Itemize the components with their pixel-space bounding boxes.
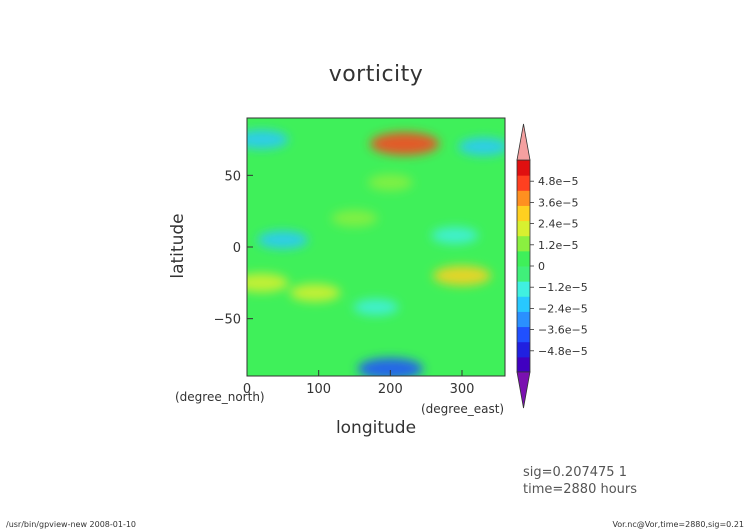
- colorbar-under-extension: [516, 371, 531, 409]
- vorticity-field: [247, 130, 505, 376]
- colorbar: 4.8e−5 3.6e−5 2.4e−5 1.2e−5 0 −1.2e−5 −2.4e−5 −…: [516, 123, 588, 409]
- colorbar-segment: [517, 266, 530, 282]
- colorbar-segment: [517, 250, 530, 267]
- colorbar-segment: [517, 326, 530, 343]
- vorticity-feature: [357, 357, 423, 376]
- sigma-info: sig=0.207475 1: [523, 465, 627, 480]
- colorbar-segment: [517, 190, 530, 206]
- colorbar-over-extension: [516, 123, 531, 161]
- y-axis-unit: (degree_north): [175, 390, 265, 404]
- colorbar-segment: [517, 311, 530, 328]
- y-tick-label: 0: [233, 241, 241, 256]
- colorbar-segment: [517, 220, 530, 237]
- colorbar-segment: [517, 356, 530, 373]
- vorticity-feature: [370, 132, 440, 156]
- x-tick-label: 300: [450, 382, 475, 397]
- colorbar-segment: [517, 205, 530, 222]
- vorticity-feature: [289, 283, 341, 302]
- plot-area: [247, 118, 505, 376]
- vorticity-feature: [257, 230, 309, 249]
- x-tick-label: 100: [306, 382, 331, 397]
- colorbar-tick-label: −4.8e−5: [538, 345, 588, 358]
- x-axis-unit: (degree_east): [421, 402, 505, 416]
- vorticity-feature: [247, 130, 289, 149]
- colorbar-tick-label: 3.6e−5: [538, 196, 578, 209]
- colorbar-segment: [517, 160, 530, 176]
- vorticity-feature: [247, 273, 289, 293]
- colorbar-tick-label: 0: [538, 260, 545, 273]
- vorticity-feature: [367, 174, 413, 191]
- footer-right: Vor.nc@Vor,time=2880,sig=0.21: [612, 520, 744, 529]
- footer-left: /usr/bin/gpview-new 2008-01-10: [6, 520, 137, 529]
- axes: 0 100 200 300 50 0 −50: [214, 169, 475, 397]
- colorbar-tick-label: 4.8e−5: [538, 175, 578, 188]
- colorbar-tick-label: −2.4e−5: [538, 302, 588, 315]
- colorbar-segment: [517, 281, 530, 297]
- chart-title: vorticity: [328, 62, 424, 87]
- x-axis-label: longitude: [335, 418, 417, 438]
- colorbar-segment: [517, 296, 530, 312]
- colorbar-segment: [517, 175, 530, 191]
- vorticity-feature: [353, 299, 399, 316]
- colorbar-segment: [517, 235, 530, 252]
- y-tick-label: 50: [224, 169, 241, 184]
- colorbar-tick-label: 2.4e−5: [538, 218, 578, 231]
- colorbar-tick-label: −3.6e−5: [538, 324, 588, 337]
- vorticity-feature: [331, 209, 378, 227]
- colorbar-tick-label: 1.2e−5: [538, 239, 578, 252]
- y-axis-label: latitude: [168, 213, 188, 279]
- x-tick-label: 0: [243, 382, 251, 397]
- x-tick-label: 200: [378, 382, 403, 397]
- y-tick-label: −50: [214, 313, 241, 328]
- vorticity-feature: [433, 265, 491, 286]
- vorticity-feature: [458, 137, 505, 156]
- colorbar-segment: [517, 341, 530, 358]
- vorticity-feature: [431, 227, 479, 245]
- time-info: time=2880 hours: [523, 482, 638, 497]
- colorbar-tick-label: −1.2e−5: [538, 281, 588, 294]
